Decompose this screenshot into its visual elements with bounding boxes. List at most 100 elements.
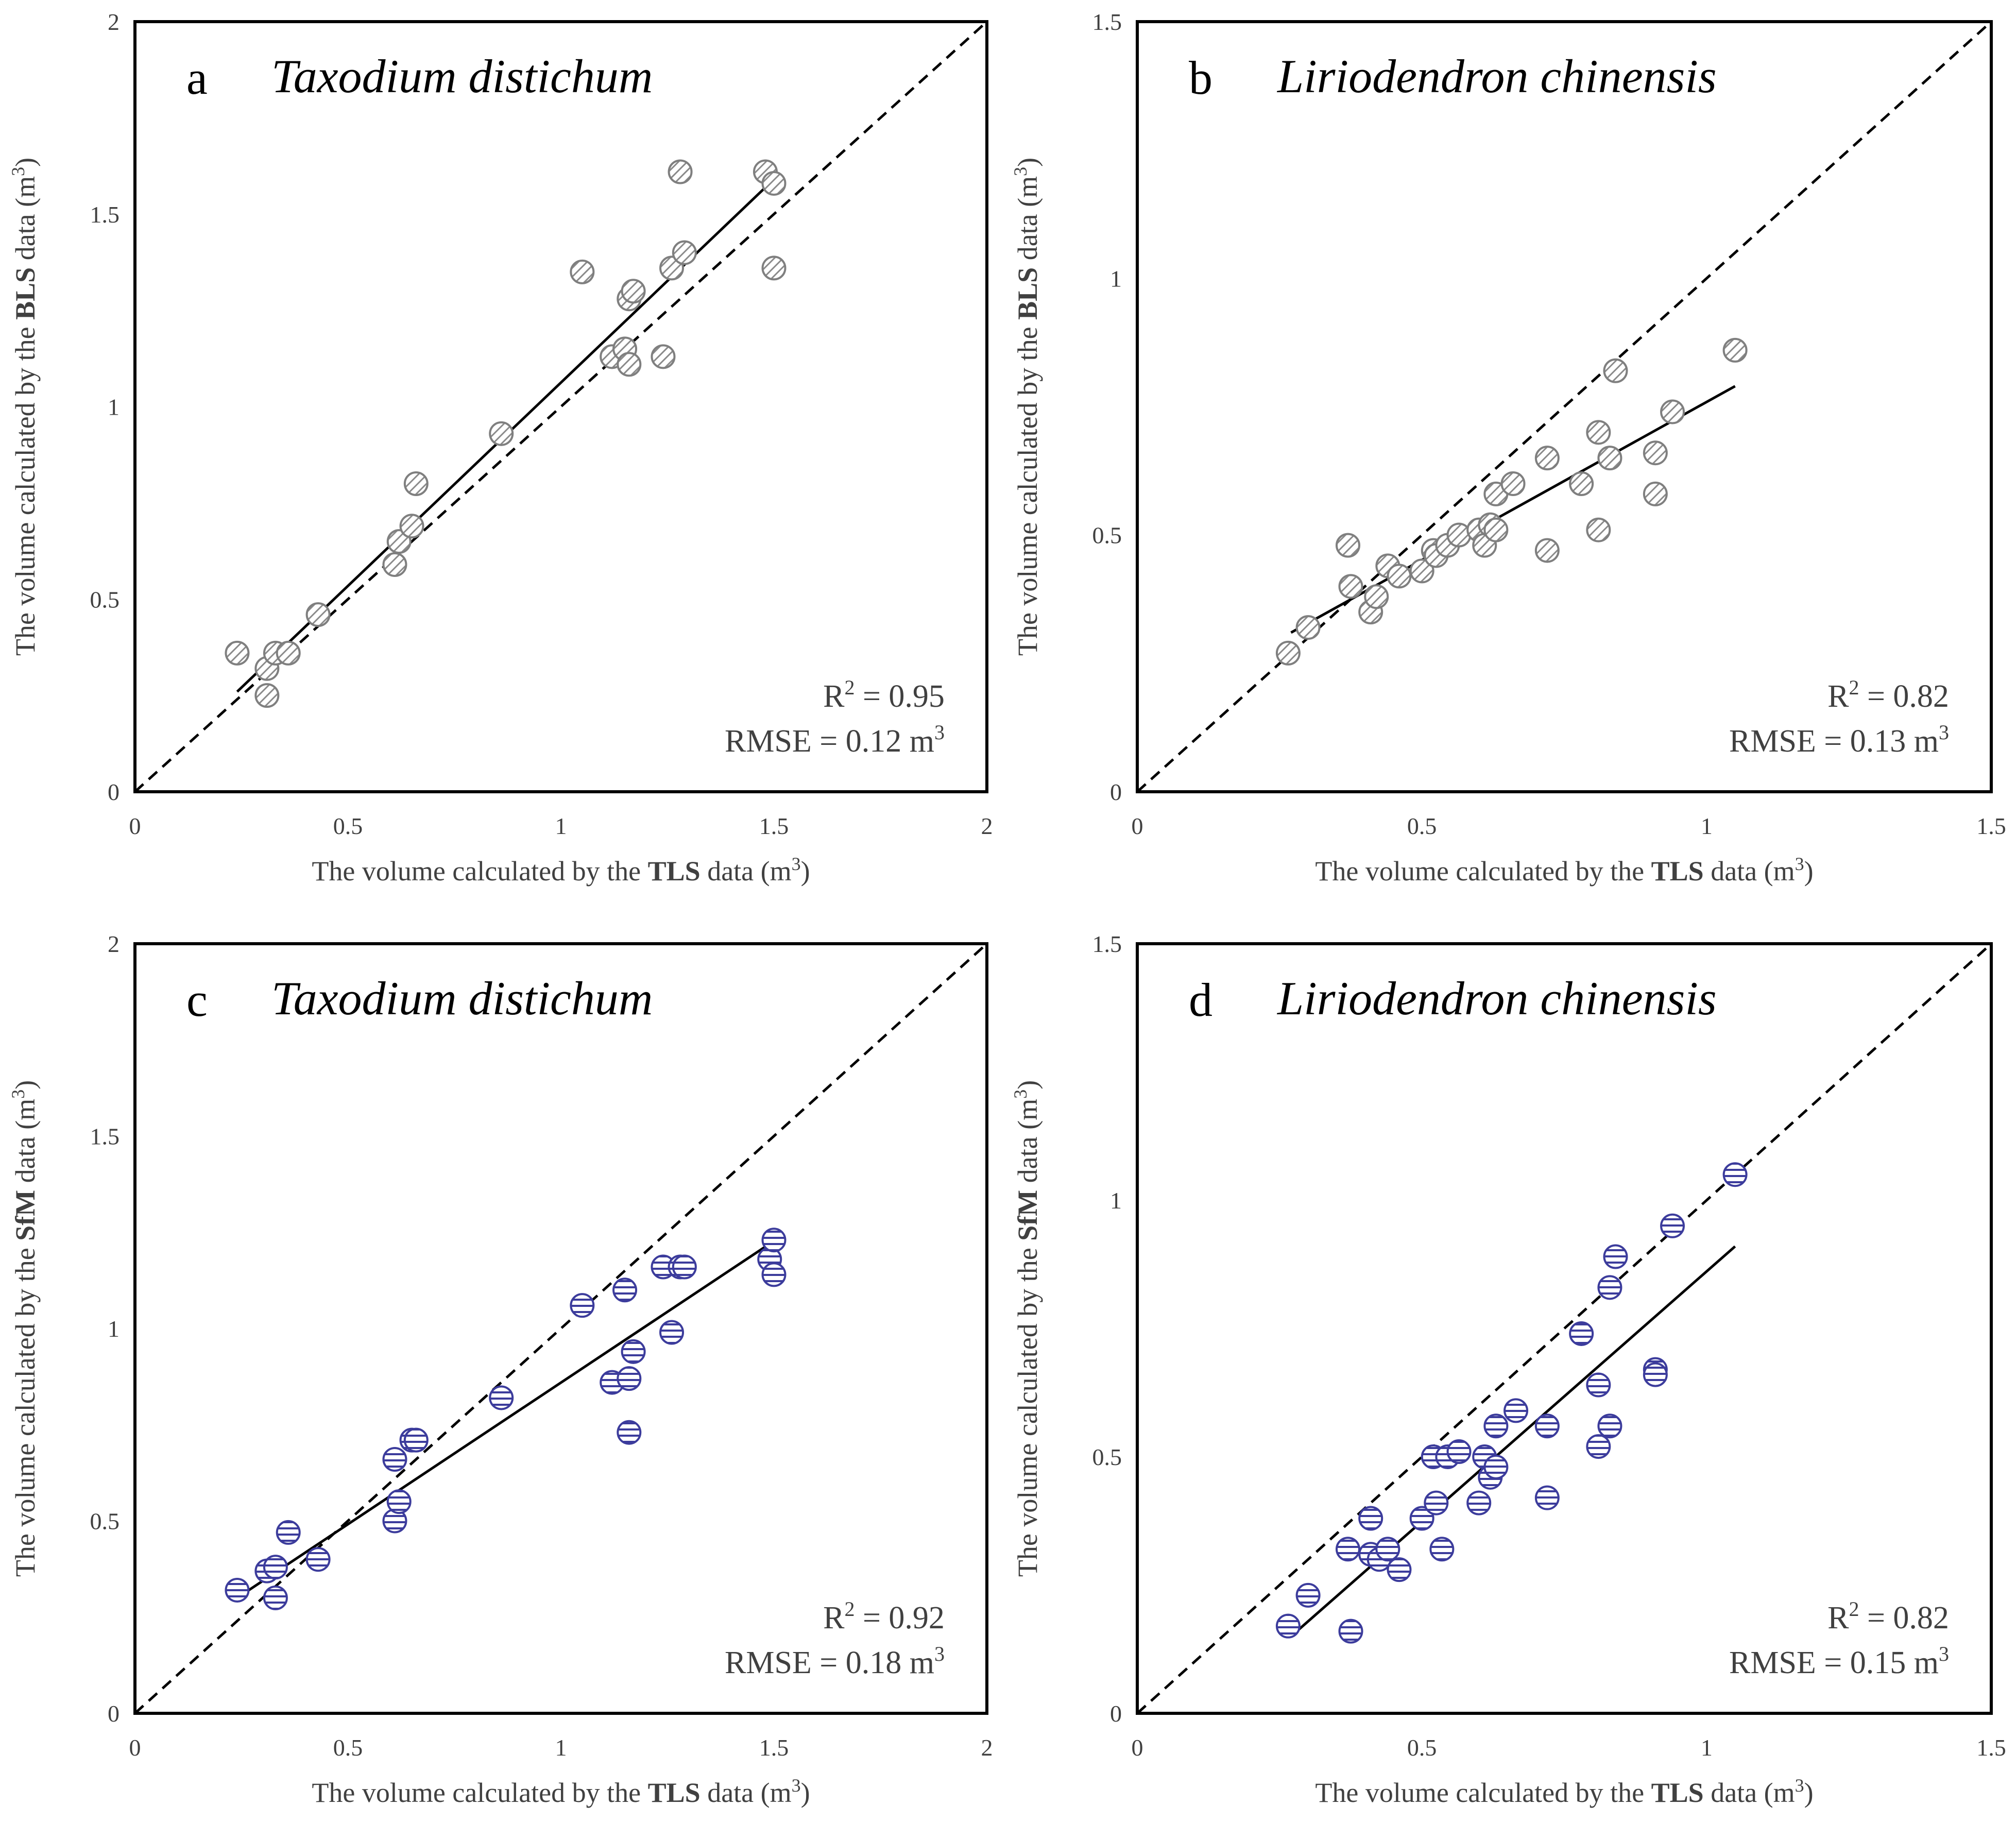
r2-superscript: 2 xyxy=(1849,676,1859,699)
data-point xyxy=(570,1293,595,1318)
r-squared-annotation: R2 = 0.82 xyxy=(1827,1597,1949,1636)
data-point xyxy=(761,256,787,281)
r2-label: R xyxy=(823,1600,845,1636)
data-point xyxy=(1466,1490,1492,1516)
x-axis-title-close: ) xyxy=(1804,856,1814,887)
data-point xyxy=(1295,615,1321,640)
r2-value: = 0.95 xyxy=(855,679,944,714)
data-point xyxy=(1597,446,1622,471)
r2-superscript: 2 xyxy=(844,1597,855,1621)
y-axis-title-bold: SfM xyxy=(10,1190,41,1241)
r2-superscript: 2 xyxy=(844,676,855,699)
r2-label: R xyxy=(823,679,845,714)
data-point xyxy=(617,352,642,377)
data-point xyxy=(1722,1162,1748,1187)
data-point xyxy=(305,602,331,627)
data-point xyxy=(621,279,646,304)
x-axis-title-close: ) xyxy=(801,1777,810,1808)
x-axis-title-bold: TLS xyxy=(648,1777,701,1808)
rmse-annotation: RMSE = 0.13 m3 xyxy=(1729,721,1949,759)
chart-panel-a: 0 0.5 1 1.5 2 0 0.5 1 1.5 2 a Taxodium distichum R2 … xyxy=(8,9,993,887)
r-squared-annotation: R2 = 0.92 xyxy=(823,1597,945,1636)
x-axis-title-superscript: 3 xyxy=(1795,1775,1804,1796)
y-tick-label: 0 xyxy=(1110,779,1122,805)
y-tick-label: 1.5 xyxy=(90,1123,120,1150)
data-point xyxy=(1643,481,1668,506)
y-tick-label: 1 xyxy=(1110,1187,1122,1214)
data-point xyxy=(1483,517,1509,542)
data-point xyxy=(1338,574,1363,599)
data-point xyxy=(276,1520,301,1545)
x-axis-title-unit: data (m xyxy=(1704,1777,1795,1808)
one-to-one-line xyxy=(1136,21,1992,793)
y-axis-title-superscript: 3 xyxy=(8,167,28,176)
y-tick-label: 0.5 xyxy=(90,586,120,612)
x-tick-label: 0 xyxy=(1132,813,1143,839)
plot-frame xyxy=(1136,20,1993,793)
rmse-annotation: RMSE = 0.15 m3 xyxy=(1729,1642,1949,1680)
data-point xyxy=(1387,564,1412,589)
data-point xyxy=(672,240,697,265)
panel-letter: a xyxy=(186,52,208,104)
data-point xyxy=(761,1262,787,1287)
r2-label: R xyxy=(1827,1600,1849,1636)
data-point xyxy=(1660,399,1685,424)
plot-frame xyxy=(1136,942,1993,1715)
x-axis-title-superscript: 3 xyxy=(792,1775,801,1796)
x-tick-label: 0.5 xyxy=(333,813,363,839)
data-point xyxy=(399,514,424,539)
data-point xyxy=(1603,1244,1628,1269)
data-point xyxy=(1643,1362,1668,1387)
data-point xyxy=(1446,1439,1472,1465)
y-axis-title-bold: BLS xyxy=(1012,267,1043,320)
data-point xyxy=(263,1555,288,1580)
data-point xyxy=(1483,1454,1509,1479)
regression-line xyxy=(1290,385,1736,634)
data-point xyxy=(1424,1490,1449,1516)
y-tick-label: 1 xyxy=(108,1316,119,1342)
panel-letter: c xyxy=(186,974,208,1026)
r-squared-annotation: R2 = 0.95 xyxy=(823,676,945,714)
data-point xyxy=(1275,640,1301,666)
y-tick-label: 0 xyxy=(108,779,119,805)
y-tick-label: 1.5 xyxy=(1092,931,1122,957)
y-tick-label: 1.5 xyxy=(90,201,120,228)
one-to-one-line xyxy=(134,943,988,1714)
data-point xyxy=(1358,1506,1383,1531)
x-axis-title-superscript: 3 xyxy=(792,854,801,874)
x-tick-label: 1.5 xyxy=(759,813,789,839)
y-axis-title-unit: data (m xyxy=(1012,176,1043,267)
data-point xyxy=(761,171,787,196)
panel-letter: b xyxy=(1189,52,1212,104)
x-tick-label: 1.5 xyxy=(759,1734,789,1761)
data-point xyxy=(617,1420,642,1445)
x-tick-label: 2 xyxy=(981,1734,993,1761)
y-axis-title: The volume calculated by the BLS data (m… xyxy=(1010,158,1043,656)
data-point xyxy=(659,1320,685,1345)
data-point xyxy=(1597,1414,1622,1439)
data-point xyxy=(651,344,676,369)
data-point xyxy=(1586,1434,1611,1459)
data-point xyxy=(621,1339,646,1364)
data-point xyxy=(263,1585,288,1610)
rmse-superscript: 3 xyxy=(934,721,945,744)
rmse-superscript: 3 xyxy=(1939,1642,1949,1665)
one-to-one-line xyxy=(1136,943,1992,1714)
x-axis-title-text: The volume calculated by the xyxy=(1315,856,1651,887)
data-point xyxy=(1597,1275,1622,1300)
y-axis-title-superscript: 3 xyxy=(8,1089,28,1099)
y-tick-label: 0 xyxy=(1110,1700,1122,1727)
rmse-superscript: 3 xyxy=(934,1642,945,1665)
x-axis-title: The volume calculated by the TLS data (m… xyxy=(1315,854,1813,887)
data-point xyxy=(1335,1537,1360,1562)
x-tick-label: 0.5 xyxy=(1407,1734,1437,1761)
x-axis-title-unit: data (m xyxy=(1704,856,1795,887)
x-tick-label: 1 xyxy=(1701,813,1713,839)
x-axis-title: The volume calculated by the TLS data (m… xyxy=(312,1775,810,1808)
x-axis-title: The volume calculated by the TLS data (m… xyxy=(312,854,810,887)
y-tick-label: 0 xyxy=(108,1700,119,1727)
data-point xyxy=(1429,1537,1455,1562)
plot-frame xyxy=(133,942,988,1715)
r2-value: = 0.92 xyxy=(855,1600,944,1636)
